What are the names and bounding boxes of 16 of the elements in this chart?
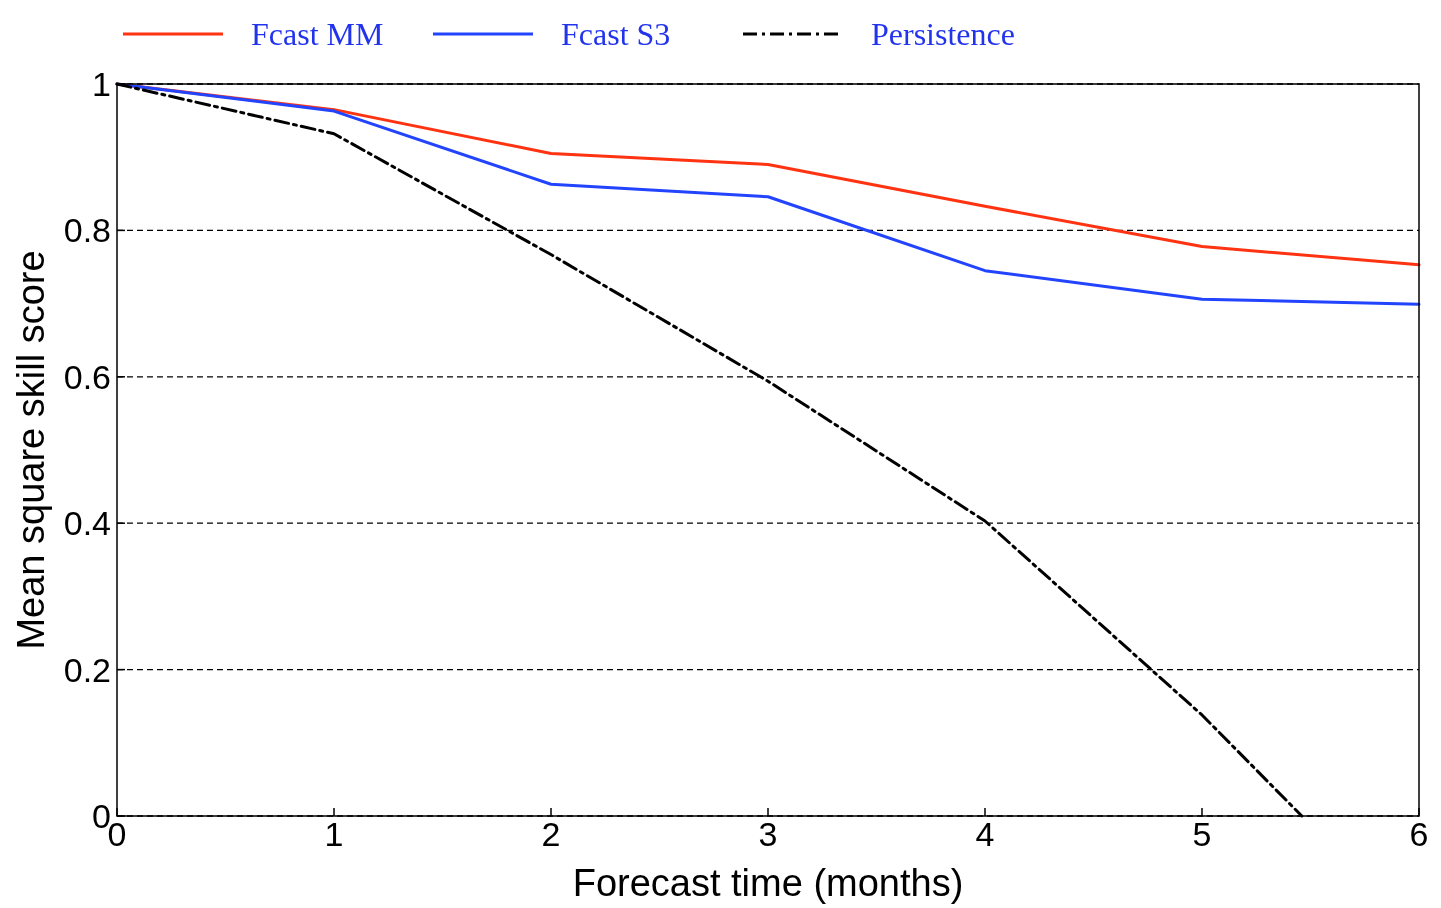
y-tick-label: 1: [92, 64, 111, 103]
x-tick-label: 3: [758, 815, 778, 853]
x-tick-label: 1: [324, 815, 344, 853]
y-tick-label: 0.8: [63, 211, 111, 250]
legend-label: Persistence: [871, 16, 1015, 53]
x-tick-label: 5: [1192, 815, 1212, 853]
y-tick-label: 0.6: [63, 357, 111, 396]
y-tick-label: 0.2: [63, 650, 111, 689]
legend-label: Fcast S3: [561, 16, 671, 53]
x-tick-label: 6: [1409, 815, 1429, 853]
legend-label: Fcast MM: [251, 16, 384, 53]
x-axis-title: Forecast time (months): [572, 862, 964, 904]
y-axis-title: Mean square skill score: [10, 250, 52, 650]
x-tick-label: 4: [975, 815, 995, 853]
y-tick-label: 0.4: [63, 504, 111, 543]
x-tick-label: 2: [541, 815, 561, 853]
